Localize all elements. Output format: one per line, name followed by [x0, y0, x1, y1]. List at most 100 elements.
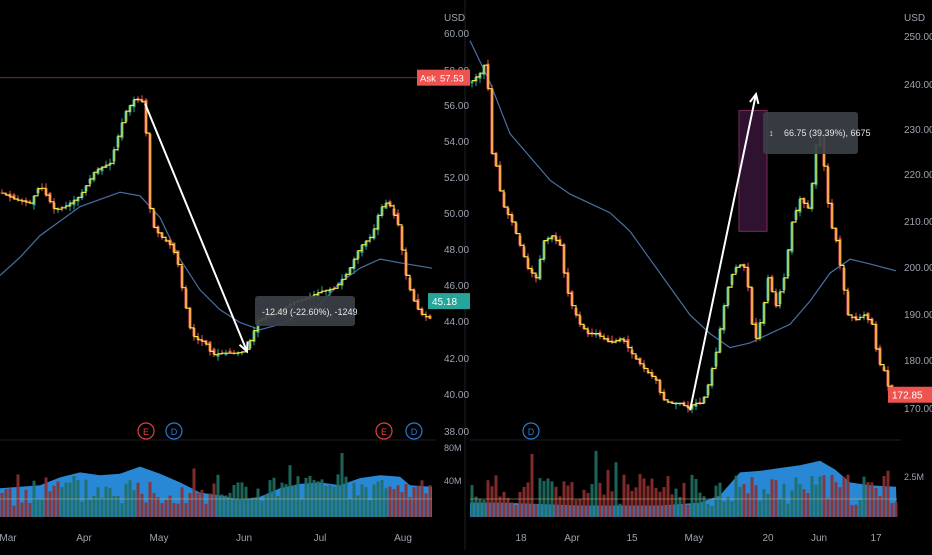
ask-price-box [417, 69, 470, 86]
volume-bar [372, 484, 376, 517]
volume-bar [220, 494, 224, 517]
volume-bar [686, 504, 690, 517]
volume-bar [826, 498, 830, 517]
volume-bar [774, 480, 778, 517]
volume-bar [104, 486, 108, 517]
volume-bar [638, 474, 642, 517]
volume-bar [308, 475, 312, 517]
volume-bar [408, 497, 412, 517]
volume-bar [112, 495, 116, 517]
volume-bar [610, 491, 614, 517]
volume-bar [64, 482, 68, 517]
volume-bar [200, 489, 204, 517]
y-tick-label: 190.00 [904, 310, 932, 321]
volume-bar [28, 503, 32, 517]
x-tick-label: Apr [76, 533, 92, 544]
volume-bar [232, 485, 236, 517]
volume-bar [120, 503, 124, 517]
currency-label: USD [444, 13, 465, 24]
volume-bar [814, 484, 818, 517]
volume-bar [570, 482, 574, 517]
volume-bar [654, 487, 658, 517]
volume-bar [582, 489, 586, 517]
x-tick-label: 15 [626, 533, 638, 544]
volume-bar [662, 487, 666, 517]
volume-bar [878, 495, 882, 517]
volume-bar [482, 499, 486, 517]
y-tick-label: 56.00 [444, 101, 469, 112]
volume-bar [574, 499, 578, 517]
event-marker-d [165, 422, 183, 440]
volume-bar [148, 481, 152, 517]
volume-bar [746, 493, 750, 517]
volume-bar [502, 491, 506, 517]
candle-body [594, 333, 598, 336]
volume-bar [12, 505, 16, 517]
measure-range-icon: ↕ [769, 128, 774, 138]
moving-average-line [469, 40, 897, 349]
volume-bar [834, 482, 838, 517]
y-tick-label: 46.00 [444, 281, 469, 292]
volume-bar [172, 502, 176, 517]
volume-bar [702, 496, 706, 517]
last-price-box [888, 386, 932, 403]
volume-bar [734, 475, 738, 517]
volume-bar [268, 480, 272, 517]
volume-bar [822, 475, 826, 517]
volume-bar [778, 499, 782, 517]
volume-axis-label: 40M [444, 476, 462, 486]
volume-bar [196, 492, 200, 517]
x-tick-label: 17 [870, 533, 882, 544]
event-marker-label: D [528, 427, 535, 437]
price-line [472, 64, 897, 409]
volume-bar [730, 501, 734, 517]
volume-bar [886, 470, 890, 517]
volume-bar [526, 482, 530, 517]
volume-bar [356, 495, 360, 517]
candle-body [698, 402, 702, 404]
volume-bar [216, 474, 220, 517]
candle-body [216, 353, 220, 357]
volume-bar [870, 482, 874, 517]
x-tick-label: Jul [314, 533, 327, 544]
volume-bar [24, 489, 28, 517]
measure-label-box [763, 112, 858, 154]
volume-bar [320, 479, 324, 517]
volume-bar [36, 499, 40, 517]
volume-bar [766, 493, 770, 517]
candle-body [328, 289, 332, 293]
volume-bar [794, 477, 798, 517]
x-tick-label: Apr [564, 533, 580, 544]
volume-bar [770, 479, 774, 517]
volume-bar [670, 494, 674, 517]
candle-body [674, 403, 678, 405]
volume-bar [470, 485, 474, 517]
volume-bar [474, 496, 478, 517]
volume-bar [328, 485, 332, 517]
y-tick-label: 200.00 [904, 263, 932, 274]
measure-label-box [255, 296, 355, 326]
volume-bar [594, 450, 598, 517]
volume-bar [340, 453, 344, 517]
y-tick-label: 180.00 [904, 356, 932, 367]
volume-bar [510, 502, 514, 517]
y-tick-label: 60.00 [444, 29, 469, 40]
volume-bar [518, 491, 522, 517]
candle-body [470, 80, 474, 84]
volume-bar [48, 491, 52, 517]
volume-bar [806, 493, 810, 517]
volume-bar [598, 482, 602, 517]
volume-bar [240, 482, 244, 517]
event-marker-e [137, 422, 155, 440]
x-tick-label: Mar [0, 533, 17, 544]
volume-bar [514, 504, 518, 517]
volume-bar [116, 496, 120, 517]
volume-bar [96, 487, 100, 517]
volume-bar [894, 502, 898, 517]
y-tick-label: 42.00 [444, 354, 469, 365]
volume-bar [626, 484, 630, 517]
volume-bar [710, 505, 714, 517]
volume-bar [810, 476, 814, 517]
volume-bar [850, 505, 854, 517]
